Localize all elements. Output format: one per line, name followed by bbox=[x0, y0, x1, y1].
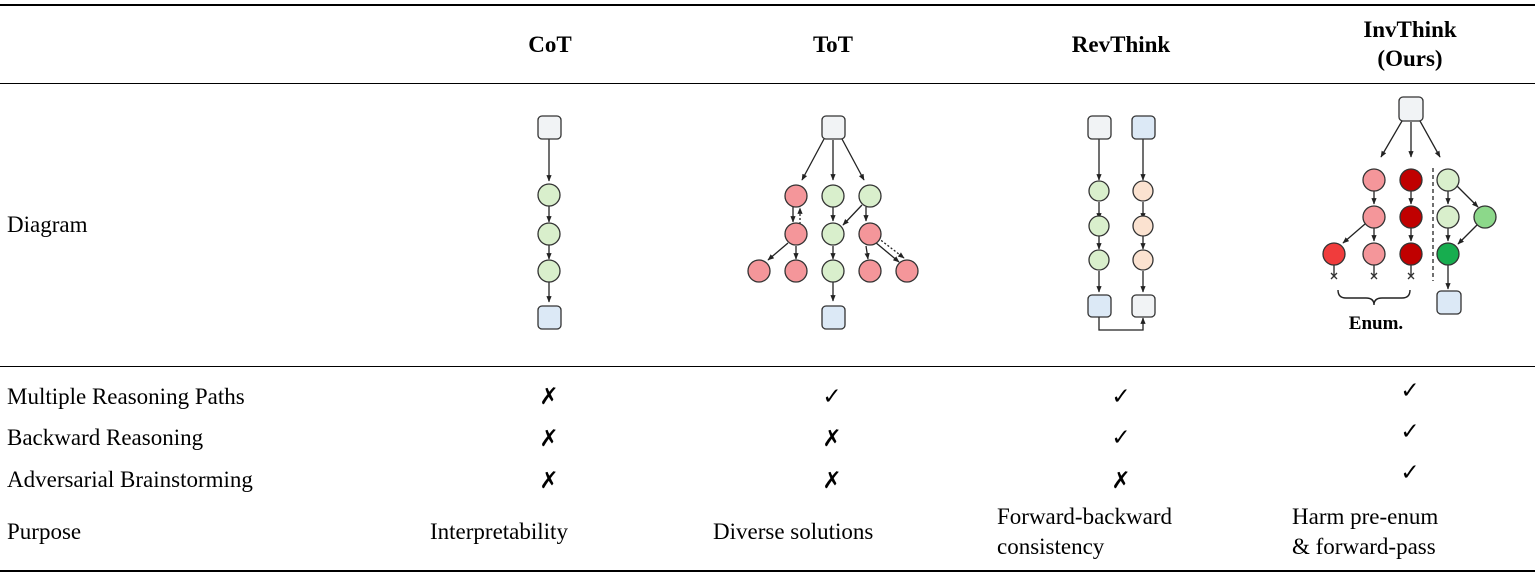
invthink-title: InvThink bbox=[1363, 17, 1457, 42]
revthink-backward-input-box bbox=[1131, 115, 1156, 140]
invthink-harm-node bbox=[1362, 205, 1386, 229]
mark-multiple-paths-cot: ✗ bbox=[539, 384, 559, 410]
tot-input-box bbox=[821, 115, 846, 140]
invthink-safe-node bbox=[1436, 242, 1460, 266]
cot-step-node bbox=[537, 259, 561, 283]
mark-multiple-paths-tot: ✓ bbox=[822, 384, 842, 410]
purpose-revthink-line2: consistency bbox=[997, 534, 1105, 559]
tot-thought-node bbox=[821, 222, 845, 246]
cot-diagram bbox=[537, 115, 562, 330]
row-label-backward-reasoning: Backward Reasoning bbox=[7, 425, 204, 450]
invthink-output-box bbox=[1436, 290, 1462, 315]
cot-step-node bbox=[537, 222, 561, 246]
bottom-rule bbox=[0, 570, 1535, 572]
top-rule bbox=[0, 4, 1535, 6]
mark-backward-invthink: ✓ bbox=[1400, 419, 1420, 445]
invthink-safe-node bbox=[1436, 168, 1460, 192]
invthink-harm-node bbox=[1399, 205, 1423, 229]
revthink-backward-node bbox=[1132, 215, 1154, 237]
row-label-multiple-reasoning-paths: Multiple Reasoning Paths bbox=[7, 384, 245, 409]
mark-multiple-paths-revthink: ✓ bbox=[1111, 384, 1131, 410]
invthink-input-box bbox=[1398, 96, 1424, 122]
revthink-backward-node bbox=[1132, 180, 1154, 202]
tot-thought-node bbox=[784, 259, 808, 283]
invthink-harm-node bbox=[1399, 168, 1423, 192]
tot-thought-node bbox=[858, 184, 882, 208]
invthink-harm-node bbox=[1362, 168, 1386, 192]
invthink-harm-node bbox=[1322, 242, 1346, 266]
row-label-diagram: Diagram bbox=[7, 212, 88, 237]
invthink-harm-node bbox=[1362, 242, 1386, 266]
revthink-forward-node bbox=[1088, 215, 1110, 237]
purpose-tot: Diverse solutions bbox=[713, 519, 874, 544]
mark-adversarial-cot: ✗ bbox=[539, 468, 559, 494]
purpose-cot: Interpretability bbox=[430, 519, 568, 544]
mark-backward-revthink: ✓ bbox=[1111, 425, 1131, 451]
purpose-invthink-line1: Harm pre-enum bbox=[1292, 504, 1439, 529]
invthink-ours: (Ours) bbox=[1377, 46, 1443, 71]
tot-thought-node bbox=[821, 259, 845, 283]
row-label-purpose: Purpose bbox=[7, 519, 82, 544]
mark-multiple-paths-invthink: ✓ bbox=[1400, 378, 1420, 404]
cot-input-box bbox=[537, 115, 562, 140]
mark-backward-tot: ✗ bbox=[822, 426, 842, 452]
purpose-revthink-line1: Forward-backward bbox=[997, 504, 1172, 529]
column-header-cot: CoT bbox=[528, 31, 572, 57]
mark-adversarial-revthink: ✗ bbox=[1111, 468, 1131, 494]
tot-thought-node bbox=[858, 222, 882, 246]
diagram-rule bbox=[0, 366, 1535, 367]
revthink-forward-output-box bbox=[1087, 294, 1112, 318]
mark-backward-cot: ✗ bbox=[539, 426, 559, 452]
invthink-diagram: Enum. bbox=[1322, 96, 1497, 334]
invthink-enum-label: Enum. bbox=[1349, 313, 1403, 334]
tot-diagram bbox=[747, 115, 919, 330]
column-header-tot: ToT bbox=[812, 31, 854, 57]
cot-output-box bbox=[537, 305, 562, 330]
tot-output-box bbox=[821, 305, 846, 330]
tot-thought-node bbox=[858, 259, 882, 283]
invthink-harm-node bbox=[1399, 242, 1423, 266]
revthink-diagram bbox=[1087, 115, 1156, 331]
row-label-adversarial-brainstorming: Adversarial Brainstorming bbox=[7, 467, 253, 492]
invthink-safe-node bbox=[1473, 205, 1497, 229]
revthink-forward-node bbox=[1088, 249, 1110, 271]
revthink-forward-input-box bbox=[1087, 115, 1112, 140]
tot-thought-node bbox=[895, 259, 919, 283]
reasoning-diagrams: Enum. bbox=[537, 96, 1497, 334]
tot-thought-node bbox=[821, 184, 845, 208]
invthink-safe-node bbox=[1436, 205, 1460, 229]
header-rule bbox=[0, 83, 1535, 84]
cot-step-node bbox=[537, 183, 561, 207]
tot-thought-node bbox=[784, 184, 808, 208]
mark-adversarial-tot: ✗ bbox=[822, 468, 842, 494]
mark-adversarial-invthink: ✓ bbox=[1400, 460, 1420, 486]
revthink-backward-node bbox=[1132, 249, 1154, 271]
purpose-invthink-line2: & forward-pass bbox=[1292, 534, 1436, 559]
revthink-backward-output-box bbox=[1131, 294, 1156, 318]
tot-thought-node bbox=[784, 222, 808, 246]
column-header-revthink: RevThink bbox=[1071, 31, 1171, 57]
column-header-invthink: InvThink (Ours) bbox=[1335, 14, 1485, 74]
revthink-forward-node bbox=[1088, 180, 1110, 202]
tot-thought-node bbox=[747, 259, 771, 283]
